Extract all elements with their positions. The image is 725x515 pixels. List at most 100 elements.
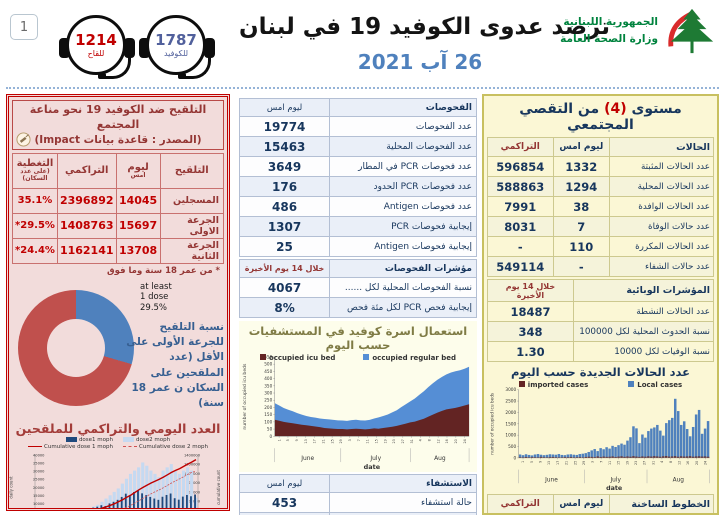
svg-text:24: 24 (463, 439, 467, 443)
cell: عدد الفحوصات (329, 116, 477, 137)
table-row: عدد الفحوصات 19774 (238, 116, 477, 137)
svg-text:4: 4 (660, 461, 664, 463)
table-row: عدد فحوصات PCR في المطار 3649 (238, 156, 477, 177)
table-row: حالة في العناية المركزة220 (238, 512, 477, 515)
svg-text:29: 29 (582, 461, 586, 465)
vaccine-hotline-badge: 1214 للقاح (56, 12, 138, 84)
tests-indicators-table: مؤشرات الفحوصات خلال 14 يوم الأخيرة نسبة ا… (238, 259, 477, 318)
cell: 8% (238, 297, 331, 318)
table-row: إيجابية فحص PCR لكل مئة فحص 8% (238, 297, 477, 318)
svg-text:27: 27 (401, 439, 405, 443)
cell: 1408763 (56, 212, 117, 239)
svg-text:25: 25 (573, 461, 577, 465)
cell: عدد الحالات المثبتة (609, 156, 714, 177)
hotline-number: 1214 (75, 30, 117, 49)
cell: *29.5% (12, 212, 58, 239)
cell: الجرعة الثانية (159, 237, 225, 264)
cell: 35.1% (12, 187, 58, 214)
svg-text:600000: 600000 (186, 490, 200, 494)
cell: 1307 (238, 216, 331, 237)
cell: 13708 (115, 237, 161, 264)
table-row: الجرعة الاولى 15697 1408763 *29.5% (12, 212, 225, 239)
hotline-number: 1787 (155, 30, 197, 49)
svg-text:17: 17 (556, 461, 560, 465)
svg-text:400000: 400000 (186, 500, 200, 504)
cell: 486 (238, 196, 331, 217)
table-header-row: الفحوصات ليوم امس (238, 98, 477, 117)
microphone-icon (98, 52, 131, 79)
cell: 8031 (487, 216, 554, 237)
svg-text:7: 7 (357, 439, 361, 441)
cell: 15463 (238, 136, 331, 157)
table-header-row: الاستشفاء ليوم امس (238, 474, 477, 493)
svg-text:5: 5 (530, 461, 534, 463)
table-row: إيجابية فحوصات Antigen 25 (238, 236, 477, 257)
cell: عدد الحالات الوافدة (609, 196, 714, 217)
svg-text:31: 31 (410, 439, 414, 443)
table-row: الجرعة الثانية 13708 1162141 *24.4% (12, 237, 225, 264)
covid-hotline-badge: 1787 للكوفيد (136, 12, 218, 84)
svg-text:July: July (609, 477, 621, 483)
cell: 4067 (238, 277, 331, 298)
ministry-logo: الجمهورية اللبنانية وزارة الصحة العامة (560, 6, 721, 56)
svg-text:200: 200 (264, 405, 272, 410)
icu-legend-chip (259, 354, 266, 360)
svg-text:35000: 35000 (33, 461, 45, 465)
cell: المسجلين (159, 187, 225, 214)
cell: حالة استشفاء (329, 492, 477, 513)
svg-text:3: 3 (348, 439, 352, 441)
svg-text:350: 350 (264, 383, 272, 388)
svg-text:1200000: 1200000 (184, 462, 201, 466)
cell: عدد حالات الشفاء (609, 256, 714, 277)
svg-text:20: 20 (454, 439, 458, 443)
cell: 18487 (487, 301, 574, 322)
svg-text:date: date (364, 463, 381, 471)
svg-text:number of occupied icu beds: number of occupied icu beds (489, 392, 495, 455)
headset-icon (204, 38, 215, 58)
svg-text:15: 15 (617, 461, 621, 465)
vaccination-source: (المصدر : قاعدة بيانات Impact) (34, 133, 202, 146)
svg-text:12: 12 (436, 439, 440, 443)
cell: عدد الحالات المحلية (609, 176, 714, 197)
svg-text:25: 25 (330, 439, 334, 443)
local-legend-chip (628, 381, 635, 387)
svg-text:21: 21 (565, 461, 569, 465)
hospital-beds-chart-block: استعمال اسرة كوفيد في المستشفيات حسب الي… (239, 321, 477, 472)
cell: 453 (238, 492, 331, 513)
cell: 2396892 (56, 187, 117, 214)
table-row: عدد الحالات النشطة 18487 (487, 301, 715, 322)
svg-text:550: 550 (264, 354, 272, 359)
svg-text:15: 15 (374, 439, 378, 443)
cell: 588863 (487, 176, 554, 197)
cases-table: الحالات ليوم امس التراكمي عدد الحالات المثب… (487, 137, 714, 277)
svg-text:Aug: Aug (673, 477, 685, 483)
svg-text:1: 1 (521, 461, 525, 463)
table-row: عدد فحوصات Antigen 486 (238, 196, 477, 217)
daily-vaccinated-chart-title: العدد اليومي والتراكمي للملقحين (15, 420, 221, 436)
svg-text:400: 400 (264, 376, 272, 381)
cell: 110 (552, 236, 611, 257)
headset-icon (124, 38, 135, 58)
svg-text:June: June (300, 455, 314, 462)
cell: - (552, 256, 611, 277)
page-number-box: 1 (10, 14, 38, 40)
hotline-label: للقاح (87, 48, 105, 58)
svg-text:13: 13 (547, 461, 551, 465)
vaccination-daily-cumulative-chart: 0500010000150002000025000300003500040000… (9, 453, 221, 508)
cell: 3649 (238, 156, 331, 177)
svg-text:450: 450 (264, 369, 272, 374)
svg-text:40000: 40000 (33, 453, 45, 457)
surveillance-panel: مستوى (4) من التقصي المجتمعي الحالات ليوم… (482, 94, 719, 515)
cell: الجرعة الاولى (159, 212, 225, 239)
svg-text:150: 150 (264, 412, 272, 417)
cell: نسبة الفحوصات المحلية لكل ...... (329, 277, 477, 298)
cell: عدد الحالات المكررة (609, 236, 714, 257)
cell: عدد فحوصات PCR في المطار (329, 156, 477, 177)
svg-text:100: 100 (264, 419, 272, 424)
svg-text:1: 1 (277, 439, 281, 441)
svg-text:daily count: daily count (9, 476, 14, 499)
table-row: إيجابية فحوصات PCR 1307 (238, 216, 477, 237)
syringe-icon (16, 132, 31, 147)
svg-text:250: 250 (264, 398, 272, 403)
table-header-row: الحالات ليوم امس التراكمي (487, 137, 714, 157)
